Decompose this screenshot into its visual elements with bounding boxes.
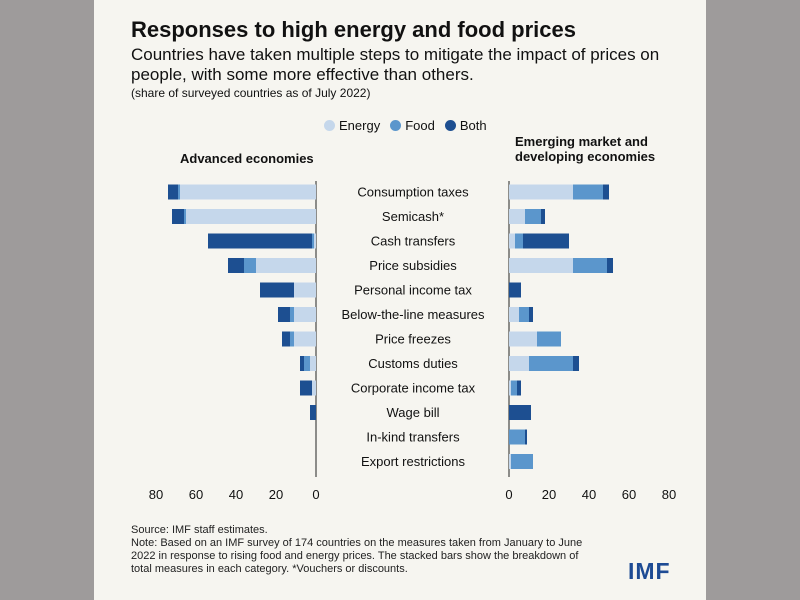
legend-item-food: Food [390, 118, 435, 133]
bar-advanced-both-3 [228, 258, 244, 273]
bar-emerging-energy-8 [509, 380, 511, 396]
panel-title-advanced: Advanced economies [180, 151, 314, 166]
bar-advanced-energy-2 [314, 233, 316, 249]
panel-title-emerging: Emerging market and developing economies [515, 134, 656, 164]
bar-advanced-both-6 [282, 331, 290, 347]
bar-emerging-food-2 [515, 233, 523, 249]
legend-swatch-food [390, 120, 402, 131]
bar-emerging-both-7 [573, 356, 579, 371]
tick-label-right-4: 80 [662, 487, 676, 502]
legend: Energy Food Both [324, 118, 497, 133]
bar-advanced-food-0 [178, 184, 180, 200]
bar-emerging-food-3 [573, 258, 607, 273]
bar-advanced-both-2 [208, 233, 312, 249]
legend-label-both: Both [459, 118, 487, 133]
bar-advanced-both-0 [168, 184, 178, 200]
footer: Source: IMF staff estimates. Note: Based… [131, 524, 601, 576]
imf-logo: IMF [628, 558, 671, 584]
category-label-4: Personal income tax [354, 283, 472, 298]
bar-emerging-energy-1 [509, 209, 525, 224]
category-label-1: Semicash* [382, 209, 444, 224]
bar-advanced-energy-5 [294, 307, 316, 322]
tick-label-right-2: 40 [582, 487, 596, 502]
category-label-5: Below-the-line measures [341, 307, 485, 322]
bar-advanced-food-3 [244, 258, 256, 273]
bar-emerging-both-2 [523, 233, 569, 249]
category-label-3: Price subsidies [369, 258, 457, 273]
tick-label-left-1: 60 [189, 487, 203, 502]
bar-emerging-energy-0 [509, 184, 573, 200]
bar-advanced-both-7 [300, 356, 304, 371]
tick-label-left-4: 0 [312, 487, 319, 502]
chart-subtitle: Countries have taken multiple steps to m… [131, 45, 660, 84]
bar-advanced-both-9 [310, 405, 316, 420]
tick-label-right-1: 20 [542, 487, 556, 502]
legend-item-both: Both [444, 118, 487, 133]
legend-item-energy: Energy [324, 118, 380, 133]
legend-label-energy: Energy [339, 118, 381, 133]
category-label-11: Export restrictions [361, 454, 466, 469]
footer-note: Note: Based on an IMF survey of 174 coun… [131, 537, 583, 575]
tick-label-right-0: 0 [505, 487, 512, 502]
legend-swatch-energy [324, 120, 335, 131]
bar-emerging-both-8 [517, 380, 521, 396]
bar-advanced-energy-3 [256, 258, 316, 273]
category-label-10: In-kind transfers [366, 430, 460, 445]
bar-emerging-both-3 [607, 258, 613, 273]
legend-swatch-both [444, 120, 456, 131]
bar-emerging-food-10 [509, 429, 525, 445]
bar-advanced-both-1 [172, 209, 184, 224]
bar-emerging-food-1 [525, 209, 541, 224]
bar-emerging-both-9 [509, 405, 531, 420]
footer-source: Source: IMF staff estimates. [131, 524, 268, 536]
bar-emerging-both-1 [541, 209, 545, 224]
bar-advanced-energy-8 [312, 380, 316, 396]
chart-note: (share of surveyed countries as of July … [131, 86, 371, 100]
chart-card [94, 0, 706, 600]
category-label-0: Consumption taxes [357, 185, 469, 200]
bar-advanced-both-4 [260, 282, 294, 298]
bar-emerging-food-5 [519, 307, 529, 322]
bar-advanced-energy-4 [294, 282, 316, 298]
bar-advanced-energy-0 [180, 184, 316, 200]
bar-emerging-energy-2 [509, 233, 515, 249]
category-label-8: Corporate income tax [351, 381, 476, 396]
bar-advanced-food-7 [304, 356, 310, 371]
bar-emerging-energy-7 [509, 356, 529, 371]
bar-advanced-food-1 [184, 209, 186, 224]
tick-label-left-2: 40 [229, 487, 243, 502]
category-label-2: Cash transfers [371, 234, 456, 249]
bar-advanced-energy-6 [294, 331, 316, 347]
bar-emerging-both-5 [529, 307, 533, 322]
bar-emerging-energy-5 [509, 307, 519, 322]
chart-title: Responses to high energy and food prices [131, 17, 576, 42]
bar-emerging-energy-6 [509, 331, 537, 347]
bar-emerging-energy-11 [509, 454, 511, 469]
bar-advanced-food-2 [312, 233, 314, 249]
bar-emerging-food-7 [529, 356, 573, 371]
bar-advanced-energy-1 [186, 209, 316, 224]
bar-emerging-both-4 [509, 282, 521, 298]
bar-advanced-energy-7 [310, 356, 316, 371]
bar-emerging-both-0 [603, 184, 609, 200]
tick-label-right-3: 60 [622, 487, 636, 502]
bar-emerging-both-10 [525, 429, 527, 445]
bar-emerging-food-11 [511, 454, 533, 469]
bar-advanced-both-8 [300, 380, 312, 396]
bar-emerging-energy-3 [509, 258, 573, 273]
category-label-7: Customs duties [368, 356, 458, 371]
category-label-9: Wage bill [387, 405, 440, 420]
bar-emerging-food-0 [573, 184, 603, 200]
bar-emerging-food-8 [511, 380, 517, 396]
tick-label-left-0: 80 [149, 487, 163, 502]
bar-emerging-food-6 [537, 331, 561, 347]
tick-label-left-3: 20 [269, 487, 283, 502]
legend-label-food: Food [405, 118, 435, 133]
category-label-6: Price freezes [375, 332, 451, 347]
bar-advanced-both-5 [278, 307, 290, 322]
bar-advanced-food-6 [290, 331, 294, 347]
bar-advanced-food-5 [290, 307, 294, 322]
